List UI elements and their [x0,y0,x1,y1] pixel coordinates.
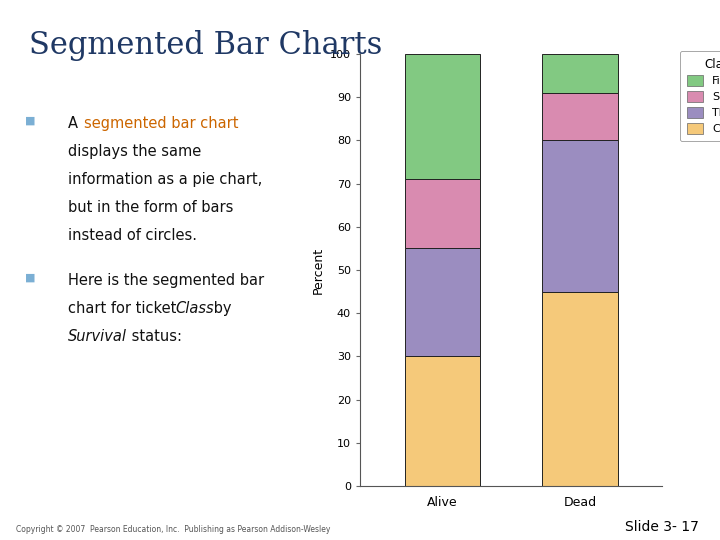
Bar [405,248,480,356]
Text: chart for ticket: chart for ticket [68,301,181,316]
Y-axis label: Percent: Percent [312,246,325,294]
Text: but in the form of bars: but in the form of bars [68,200,234,215]
Bar [542,292,618,486]
Text: Here is the segmented bar: Here is the segmented bar [68,273,264,288]
Text: A: A [68,116,83,131]
Text: Copyright © 2007  Pearson Education, Inc.  Publishing as Pearson Addison-Wesley: Copyright © 2007 Pearson Education, Inc.… [16,524,330,534]
Text: instead of circles.: instead of circles. [68,228,197,244]
Bar [542,93,618,140]
Text: segmented bar chart: segmented bar chart [84,116,239,131]
Text: ■: ■ [25,273,36,283]
Text: ■: ■ [25,116,36,126]
Text: by: by [209,301,231,316]
Text: information as a pie chart,: information as a pie chart, [68,172,263,187]
Text: status:: status: [127,329,182,344]
Bar [542,140,618,292]
Legend: First, Second, Third, Crew: First, Second, Third, Crew [680,51,720,141]
Bar [542,54,618,93]
Text: displays the same: displays the same [68,144,202,159]
Bar [405,179,480,248]
Bar [405,54,480,179]
Bar [405,356,480,486]
Text: Survival: Survival [68,329,127,344]
Text: Segmented Bar Charts: Segmented Bar Charts [29,30,382,60]
Text: Slide 3- 17: Slide 3- 17 [624,519,698,534]
Text: Class: Class [175,301,214,316]
